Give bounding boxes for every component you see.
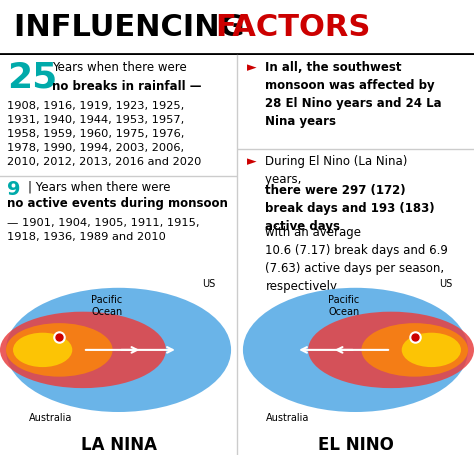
Text: ►: ► (246, 155, 256, 168)
Ellipse shape (6, 288, 231, 412)
Text: Years when there were: Years when there were (52, 61, 187, 74)
Text: Pacific
Ocean: Pacific Ocean (91, 295, 122, 317)
Text: — 1901, 1904, 1905, 1911, 1915,
1918, 1936, 1989 and 2010: — 1901, 1904, 1905, 1911, 1915, 1918, 19… (7, 218, 200, 242)
Text: FACTORS: FACTORS (216, 13, 371, 42)
Ellipse shape (0, 312, 166, 388)
Ellipse shape (13, 333, 72, 367)
Ellipse shape (402, 333, 461, 367)
Ellipse shape (243, 288, 468, 412)
Text: During El Nino (La Nina)
years,: During El Nino (La Nina) years, (265, 155, 408, 186)
Text: ►: ► (246, 61, 256, 74)
Text: Australia: Australia (265, 413, 309, 423)
Ellipse shape (361, 323, 468, 377)
Text: Pacific
Ocean: Pacific Ocean (328, 295, 359, 317)
Text: EL NINO: EL NINO (318, 436, 393, 455)
Text: INFLUENCING: INFLUENCING (14, 13, 255, 42)
Text: there were 297 (172)
break days and 193 (183)
active days: there were 297 (172) break days and 193 … (265, 184, 435, 233)
Text: | Years when there were: | Years when there were (28, 180, 171, 193)
Ellipse shape (6, 323, 113, 377)
Text: 9: 9 (7, 180, 20, 199)
Text: US: US (202, 279, 215, 289)
Text: Australia: Australia (28, 413, 72, 423)
Ellipse shape (308, 312, 474, 388)
Text: US: US (439, 279, 452, 289)
Text: 1908, 1916, 1919, 1923, 1925,
1931, 1940, 1944, 1953, 1957,
1958, 1959, 1960, 19: 1908, 1916, 1919, 1923, 1925, 1931, 1940… (7, 101, 201, 167)
Text: with an average
10.6 (7.17) break days and 6.9
(7.63) active days per season,
re: with an average 10.6 (7.17) break days a… (265, 226, 448, 293)
Text: no active events during monsoon: no active events during monsoon (7, 197, 228, 210)
Text: LA NINA: LA NINA (81, 436, 156, 455)
Text: In all, the southwest
monsoon was affected by
28 El Nino years and 24 La
Nina ye: In all, the southwest monsoon was affect… (265, 61, 442, 128)
Text: 25: 25 (7, 61, 57, 95)
Text: no breaks in rainfall —: no breaks in rainfall — (52, 80, 201, 93)
